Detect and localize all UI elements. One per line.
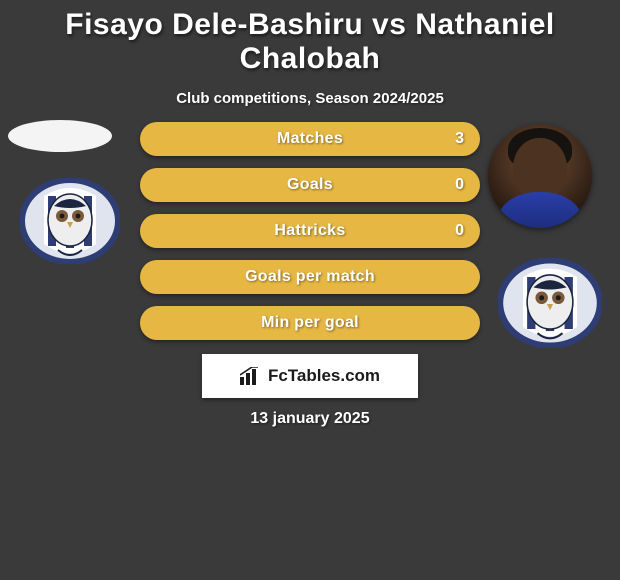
snapshot-date: 13 january 2025: [0, 410, 620, 428]
stat-label: Goals per match: [245, 268, 375, 286]
owl-crest-icon: [498, 258, 602, 348]
player-right-avatar: [488, 124, 592, 228]
stat-label: Hattricks: [274, 222, 345, 240]
stat-label: Matches: [277, 130, 343, 148]
player-left-avatar: [8, 120, 112, 152]
page-title: Fisayo Dele-Bashiru vs Nathaniel Chaloba…: [0, 0, 620, 76]
stat-row-goals-per-match: Goals per match: [140, 260, 480, 294]
stat-row-min-per-goal: Min per goal: [140, 306, 480, 340]
comparison-card: Fisayo Dele-Bashiru vs Nathaniel Chaloba…: [0, 0, 620, 580]
stat-label: Min per goal: [261, 314, 359, 332]
branding-badge: FcTables.com: [202, 354, 418, 398]
owl-crest-icon: [20, 178, 120, 264]
stat-label: Goals: [287, 176, 333, 194]
stat-value-right: 0: [455, 222, 464, 240]
branding-text: FcTables.com: [268, 366, 380, 386]
stat-value-right: 0: [455, 176, 464, 194]
subtitle: Club competitions, Season 2024/2025: [0, 90, 620, 107]
stat-value-right: 3: [455, 130, 464, 148]
bar-chart-icon: [240, 367, 262, 385]
stat-row-goals: Goals 0: [140, 168, 480, 202]
stat-row-hattricks: Hattricks 0: [140, 214, 480, 248]
avatar-jersey: [498, 192, 582, 228]
stat-row-matches: Matches 3: [140, 122, 480, 156]
stats-list: Matches 3 Goals 0 Hattricks 0 Goals per …: [140, 122, 480, 352]
club-right-crest: [498, 258, 602, 348]
club-left-crest: [20, 178, 120, 264]
